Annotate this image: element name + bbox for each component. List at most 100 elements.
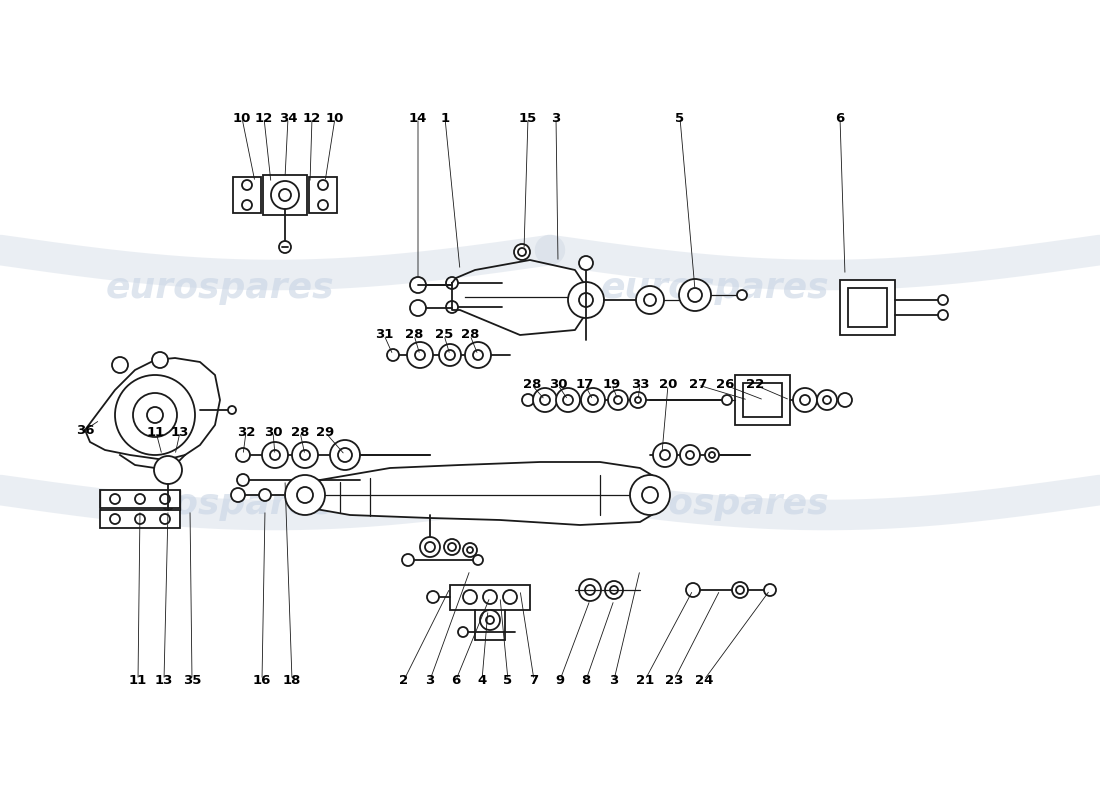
Circle shape xyxy=(297,487,313,503)
Circle shape xyxy=(483,590,497,604)
Polygon shape xyxy=(300,462,660,525)
Text: 5: 5 xyxy=(504,674,513,686)
Text: 19: 19 xyxy=(603,378,622,391)
Circle shape xyxy=(608,390,628,410)
Circle shape xyxy=(480,610,501,630)
Text: 26: 26 xyxy=(716,378,734,391)
Circle shape xyxy=(154,456,182,484)
Circle shape xyxy=(463,543,477,557)
Circle shape xyxy=(330,440,360,470)
Text: 1: 1 xyxy=(440,111,450,125)
Text: 15: 15 xyxy=(519,111,537,125)
Circle shape xyxy=(236,474,249,486)
Circle shape xyxy=(402,554,414,566)
Circle shape xyxy=(540,395,550,405)
Circle shape xyxy=(605,581,623,599)
Circle shape xyxy=(318,198,328,208)
Circle shape xyxy=(242,180,252,190)
Text: 16: 16 xyxy=(253,674,272,686)
Circle shape xyxy=(938,310,948,320)
Text: 3: 3 xyxy=(426,674,434,686)
Circle shape xyxy=(817,390,837,410)
Text: 2: 2 xyxy=(399,674,408,686)
Text: 32: 32 xyxy=(236,426,255,438)
Text: 30: 30 xyxy=(549,378,568,391)
Text: 28: 28 xyxy=(290,426,309,438)
Text: 34: 34 xyxy=(278,111,297,125)
Circle shape xyxy=(147,407,163,423)
Circle shape xyxy=(387,349,399,361)
Circle shape xyxy=(800,395,810,405)
Circle shape xyxy=(503,590,517,604)
Circle shape xyxy=(579,579,601,601)
Polygon shape xyxy=(85,358,220,460)
Text: 36: 36 xyxy=(76,423,95,437)
Circle shape xyxy=(568,282,604,318)
Circle shape xyxy=(764,584,776,596)
Bar xyxy=(309,177,337,213)
Text: eurospares: eurospares xyxy=(106,487,334,521)
Circle shape xyxy=(160,514,170,524)
Circle shape xyxy=(458,627,468,637)
Text: 12: 12 xyxy=(302,111,321,125)
Text: 28: 28 xyxy=(405,329,424,342)
Circle shape xyxy=(116,375,195,455)
Bar xyxy=(100,510,180,528)
Circle shape xyxy=(610,586,618,594)
Circle shape xyxy=(486,616,494,624)
Text: 7: 7 xyxy=(529,674,539,686)
Text: 13: 13 xyxy=(155,674,173,686)
Circle shape xyxy=(258,489,271,501)
Circle shape xyxy=(563,395,573,405)
Circle shape xyxy=(534,388,557,412)
Circle shape xyxy=(163,500,173,510)
Circle shape xyxy=(660,450,670,460)
Circle shape xyxy=(581,388,605,412)
Text: 10: 10 xyxy=(233,111,251,125)
Text: 5: 5 xyxy=(675,111,684,125)
Circle shape xyxy=(279,189,292,201)
Text: eurospares: eurospares xyxy=(601,271,829,305)
Circle shape xyxy=(838,393,853,407)
Bar xyxy=(450,585,530,610)
Circle shape xyxy=(110,494,120,504)
Text: 31: 31 xyxy=(375,329,393,342)
Text: 11: 11 xyxy=(129,674,147,686)
Circle shape xyxy=(737,290,747,300)
Text: 20: 20 xyxy=(659,378,678,391)
Circle shape xyxy=(152,352,168,368)
Circle shape xyxy=(614,396,622,404)
Circle shape xyxy=(110,514,120,524)
Circle shape xyxy=(318,180,328,190)
Text: 33: 33 xyxy=(630,378,649,391)
Text: eurospares: eurospares xyxy=(106,271,334,305)
Bar xyxy=(840,280,895,335)
Circle shape xyxy=(679,279,711,311)
Circle shape xyxy=(242,198,252,208)
Circle shape xyxy=(338,448,352,462)
Circle shape xyxy=(271,181,299,209)
Circle shape xyxy=(938,295,948,305)
Circle shape xyxy=(465,342,491,368)
Bar xyxy=(263,175,307,215)
Text: 14: 14 xyxy=(409,111,427,125)
Circle shape xyxy=(439,344,461,366)
Circle shape xyxy=(793,388,817,412)
Circle shape xyxy=(736,586,744,594)
Circle shape xyxy=(262,442,288,468)
Text: 29: 29 xyxy=(316,426,334,438)
Circle shape xyxy=(653,443,676,467)
Circle shape xyxy=(473,555,483,565)
Text: 28: 28 xyxy=(522,378,541,391)
Bar xyxy=(742,383,782,417)
Circle shape xyxy=(518,248,526,256)
Circle shape xyxy=(242,180,252,190)
Text: 35: 35 xyxy=(183,674,201,686)
Circle shape xyxy=(300,450,310,460)
Circle shape xyxy=(722,395,732,405)
Text: 13: 13 xyxy=(170,426,189,438)
Text: 6: 6 xyxy=(451,674,461,686)
Circle shape xyxy=(585,585,595,595)
Circle shape xyxy=(410,300,426,316)
Circle shape xyxy=(732,582,748,598)
